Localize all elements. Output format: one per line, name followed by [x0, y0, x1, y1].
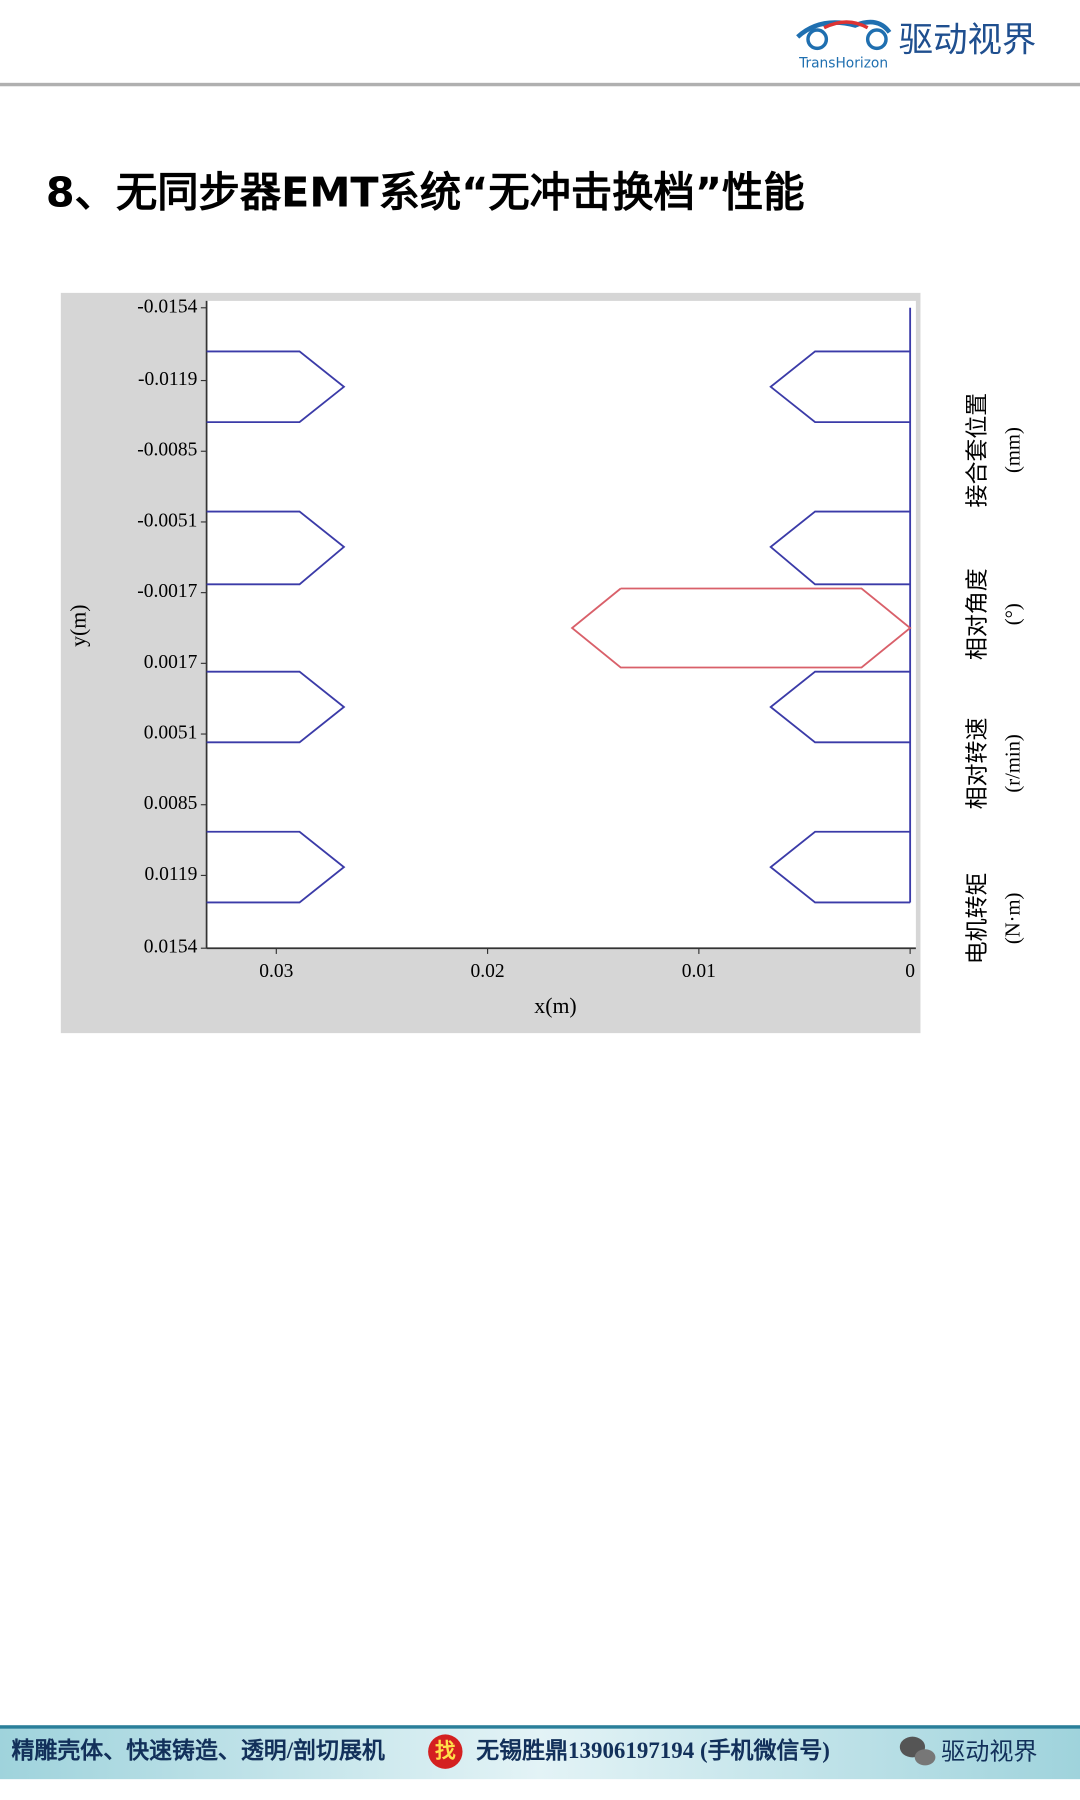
find-badge [428, 1734, 463, 1769]
shape-line [769, 830, 911, 904]
y-tick-label: -0.0085 [137, 440, 197, 461]
shape-line [206, 670, 346, 744]
header-rule [0, 82, 1080, 87]
wechat-icon [899, 1736, 936, 1766]
x-tick-label: 0 [905, 961, 915, 982]
brand: 驱动视界 [899, 22, 1037, 60]
shape-line [769, 670, 911, 744]
shape-line [570, 587, 912, 669]
logo [796, 19, 892, 51]
y-tick-label: -0.0119 [138, 369, 197, 390]
footer-rule [0, 1725, 1080, 1729]
plot-area [206, 300, 916, 949]
side-label: 电机转矩 [964, 872, 989, 964]
y-tick-label: 0.0119 [145, 864, 198, 885]
side-label-unit: (r/min) [1002, 734, 1024, 792]
x-axis-label: x(m) [534, 994, 576, 1018]
shape-line [769, 350, 911, 424]
x-tick-label: 0.01 [682, 961, 716, 982]
side-label: 相对转速 [964, 717, 989, 809]
shape-line [206, 350, 346, 424]
y-tick-label: 0.0085 [144, 793, 198, 814]
y-tick-label: 0.0154 [144, 937, 198, 958]
shape-line [769, 510, 911, 586]
find-text: 找 [435, 1738, 456, 1762]
footer-band [0, 1727, 1080, 1780]
side-labels: 接合套位置 (mm) 相对角度 (°) 相对转速 (r/min) 电机转矩 (N·m) [964, 393, 1024, 965]
y-tick-label: 0.0051 [144, 723, 198, 744]
y-tick-label: -0.0051 [137, 510, 197, 531]
side-label-unit: (°) [1002, 603, 1024, 625]
x-tick-label: 0.02 [471, 961, 505, 982]
y-tick-label: -0.0017 [137, 581, 197, 602]
logo-text: TransHorizon [798, 55, 888, 71]
footer-contact: 无锡胜鼎13906197194 (手机微信号) [476, 1737, 830, 1763]
side-label: 相对角度 [964, 568, 989, 660]
y-axis-label: y(m) [66, 605, 90, 647]
footer-brand: 驱动视界 [941, 1738, 1037, 1766]
y-tick-label: 0.0017 [144, 652, 198, 673]
x-tick-label: 0.03 [259, 961, 293, 982]
side-label-unit: (mm) [1002, 427, 1024, 473]
shape-line [206, 830, 346, 904]
side-label: 接合套位置 [964, 393, 989, 508]
slide-title: 8、无同步器EMT系统“无冲击换档”性能 [46, 168, 805, 216]
shape-line [206, 510, 346, 586]
side-label-unit: (N·m) [1002, 893, 1024, 945]
y-tick-label: -0.0154 [137, 296, 197, 317]
footer-ad: 精雕壳体、快速铸造、透明/剖切展机 [11, 1737, 384, 1763]
